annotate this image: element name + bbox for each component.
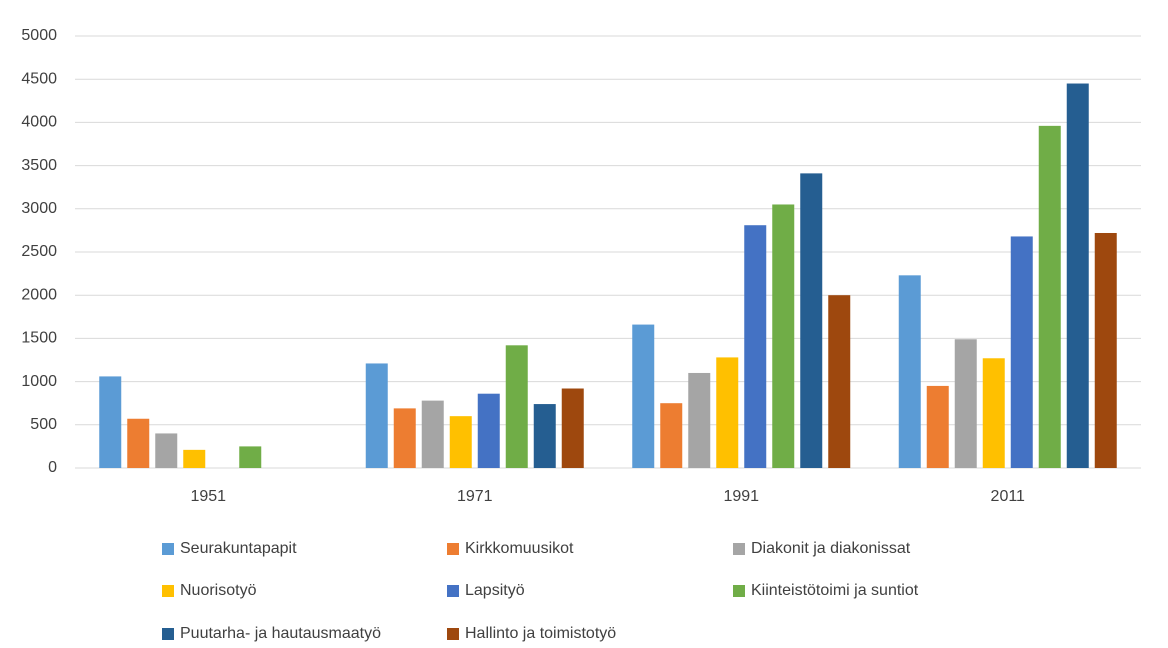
legend-label: Diakonit ja diakonissat: [751, 540, 911, 557]
legend-swatch: [733, 543, 745, 555]
bar: [828, 295, 851, 468]
bar: [365, 363, 388, 468]
bar: [954, 339, 977, 468]
legend-label: Nuorisotyö: [180, 582, 257, 599]
y-tick-label: 4000: [21, 114, 57, 131]
bar: [183, 449, 206, 468]
y-tick-label: 2500: [21, 243, 57, 260]
y-tick-label: 3500: [21, 157, 57, 174]
bar: [239, 446, 262, 468]
bar: [1010, 236, 1033, 468]
legend-swatch: [162, 628, 174, 640]
y-tick-label: 500: [30, 416, 57, 433]
bar: [688, 372, 711, 468]
bar: [660, 403, 683, 468]
y-tick-label: 2000: [21, 286, 57, 303]
bar: [505, 345, 528, 468]
bar: [982, 358, 1005, 468]
x-tick-label: 1951: [190, 488, 226, 505]
bar: [898, 275, 921, 468]
bar: [1038, 125, 1061, 468]
legend-label: Kirkkomuusikot: [465, 540, 574, 557]
bar: [421, 400, 444, 468]
legend-label: Seurakuntapapit: [180, 540, 297, 557]
bar: [926, 385, 949, 468]
bar: [99, 376, 122, 468]
bar: [449, 416, 472, 468]
y-tick-label: 5000: [21, 27, 57, 44]
legend-swatch: [447, 628, 459, 640]
legend-label: Kiinteistötoimi ja suntiot: [751, 582, 919, 599]
x-tick-label: 1991: [723, 488, 759, 505]
legend-label: Puutarha- ja hautausmaatyö: [180, 625, 381, 642]
bar: [1094, 232, 1117, 468]
bar: [1066, 83, 1089, 469]
bar: [155, 433, 178, 468]
bar: [127, 418, 150, 468]
bar: [393, 408, 416, 468]
bar: [772, 204, 795, 469]
legend-swatch: [162, 543, 174, 555]
y-tick-label: 3000: [21, 200, 57, 217]
bar: [561, 388, 584, 468]
bar: [744, 225, 767, 468]
y-tick-label: 1000: [21, 373, 57, 390]
legend-swatch: [447, 585, 459, 597]
legend-label: Lapsityö: [465, 582, 525, 599]
x-tick-label: 2011: [991, 488, 1026, 505]
legend-swatch: [162, 585, 174, 597]
bar: [632, 324, 655, 468]
bar: [716, 357, 739, 468]
bar: [533, 404, 556, 468]
legend-label: Hallinto ja toimistotyö: [465, 625, 616, 642]
x-tick-label: 1971: [457, 488, 493, 505]
legend-swatch: [447, 543, 459, 555]
y-tick-label: 4500: [21, 70, 57, 87]
legend-swatch: [733, 585, 745, 597]
y-tick-label: 0: [48, 459, 57, 476]
bar: [477, 393, 500, 468]
y-tick-label: 1500: [21, 330, 57, 347]
bar: [800, 173, 823, 468]
